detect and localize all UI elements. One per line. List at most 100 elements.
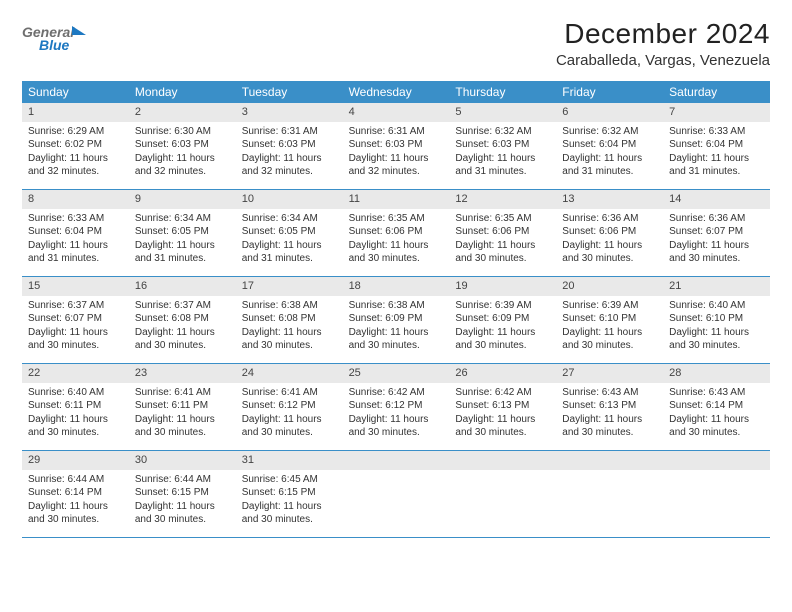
day-number: 26 [449,364,556,383]
calendar-week: 1Sunrise: 6:29 AMSunset: 6:02 PMDaylight… [22,103,770,190]
day-number [663,451,770,470]
day-number: 5 [449,103,556,122]
daylight-text: Daylight: 11 hours and 30 minutes. [135,500,230,527]
day-number: 12 [449,190,556,209]
sunset-text: Sunset: 6:14 PM [669,399,764,413]
sunset-text: Sunset: 6:06 PM [349,225,444,239]
daylight-text: Daylight: 11 hours and 32 minutes. [242,152,337,179]
brand-logo: General Blue [22,18,132,66]
header: General Blue December 2024 Caraballeda, … [22,18,770,69]
day-number: 15 [22,277,129,296]
day-number: 23 [129,364,236,383]
weekday-header-friday: Friday [556,81,663,103]
day-info: Sunrise: 6:37 AMSunset: 6:07 PMDaylight:… [22,296,129,357]
weekday-header-wednesday: Wednesday [343,81,450,103]
day-info: Sunrise: 6:44 AMSunset: 6:15 PMDaylight:… [129,470,236,531]
calendar-day-19: 19Sunrise: 6:39 AMSunset: 6:09 PMDayligh… [449,277,556,363]
sunset-text: Sunset: 6:08 PM [242,312,337,326]
sunset-text: Sunset: 6:10 PM [669,312,764,326]
daylight-text: Daylight: 11 hours and 30 minutes. [455,239,550,266]
sunrise-text: Sunrise: 6:42 AM [349,386,444,400]
sunrise-text: Sunrise: 6:36 AM [669,212,764,226]
daylight-text: Daylight: 11 hours and 30 minutes. [242,326,337,353]
sunset-text: Sunset: 6:13 PM [562,399,657,413]
weekday-header-monday: Monday [129,81,236,103]
daylight-text: Daylight: 11 hours and 31 minutes. [135,239,230,266]
sunrise-text: Sunrise: 6:38 AM [242,299,337,313]
day-info: Sunrise: 6:43 AMSunset: 6:13 PMDaylight:… [556,383,663,444]
calendar-day-15: 15Sunrise: 6:37 AMSunset: 6:07 PMDayligh… [22,277,129,363]
daylight-text: Daylight: 11 hours and 30 minutes. [455,413,550,440]
sunset-text: Sunset: 6:12 PM [349,399,444,413]
sunrise-text: Sunrise: 6:40 AM [28,386,123,400]
location-text: Caraballeda, Vargas, Venezuela [556,52,770,69]
daylight-text: Daylight: 11 hours and 30 minutes. [669,326,764,353]
day-info: Sunrise: 6:39 AMSunset: 6:09 PMDaylight:… [449,296,556,357]
day-info: Sunrise: 6:38 AMSunset: 6:09 PMDaylight:… [343,296,450,357]
sunrise-text: Sunrise: 6:45 AM [242,473,337,487]
calendar-day-empty [663,451,770,537]
daylight-text: Daylight: 11 hours and 30 minutes. [562,413,657,440]
calendar-day-10: 10Sunrise: 6:34 AMSunset: 6:05 PMDayligh… [236,190,343,276]
calendar-day-20: 20Sunrise: 6:39 AMSunset: 6:10 PMDayligh… [556,277,663,363]
day-info: Sunrise: 6:32 AMSunset: 6:03 PMDaylight:… [449,122,556,183]
calendar-day-14: 14Sunrise: 6:36 AMSunset: 6:07 PMDayligh… [663,190,770,276]
sunset-text: Sunset: 6:03 PM [455,138,550,152]
sunset-text: Sunset: 6:14 PM [28,486,123,500]
weekday-header-sunday: Sunday [22,81,129,103]
day-number: 29 [22,451,129,470]
daylight-text: Daylight: 11 hours and 30 minutes. [669,413,764,440]
day-number: 19 [449,277,556,296]
sunrise-text: Sunrise: 6:37 AM [135,299,230,313]
daylight-text: Daylight: 11 hours and 32 minutes. [349,152,444,179]
day-info: Sunrise: 6:40 AMSunset: 6:11 PMDaylight:… [22,383,129,444]
day-number: 21 [663,277,770,296]
sunset-text: Sunset: 6:10 PM [562,312,657,326]
day-number: 8 [22,190,129,209]
day-number: 25 [343,364,450,383]
calendar-day-4: 4Sunrise: 6:31 AMSunset: 6:03 PMDaylight… [343,103,450,189]
sunrise-text: Sunrise: 6:30 AM [135,125,230,139]
day-info: Sunrise: 6:31 AMSunset: 6:03 PMDaylight:… [236,122,343,183]
calendar-day-18: 18Sunrise: 6:38 AMSunset: 6:09 PMDayligh… [343,277,450,363]
svg-text:Blue: Blue [39,37,70,53]
day-info: Sunrise: 6:36 AMSunset: 6:07 PMDaylight:… [663,209,770,270]
daylight-text: Daylight: 11 hours and 30 minutes. [562,239,657,266]
sunrise-text: Sunrise: 6:35 AM [349,212,444,226]
sunset-text: Sunset: 6:09 PM [349,312,444,326]
sunset-text: Sunset: 6:09 PM [455,312,550,326]
daylight-text: Daylight: 11 hours and 30 minutes. [135,413,230,440]
day-number: 28 [663,364,770,383]
calendar-day-9: 9Sunrise: 6:34 AMSunset: 6:05 PMDaylight… [129,190,236,276]
sunrise-text: Sunrise: 6:43 AM [562,386,657,400]
day-number [343,451,450,470]
sunset-text: Sunset: 6:08 PM [135,312,230,326]
daylight-text: Daylight: 11 hours and 30 minutes. [455,326,550,353]
calendar-day-3: 3Sunrise: 6:31 AMSunset: 6:03 PMDaylight… [236,103,343,189]
daylight-text: Daylight: 11 hours and 30 minutes. [349,239,444,266]
daylight-text: Daylight: 11 hours and 30 minutes. [28,413,123,440]
sunrise-text: Sunrise: 6:32 AM [455,125,550,139]
sunrise-text: Sunrise: 6:33 AM [28,212,123,226]
day-number: 16 [129,277,236,296]
sunrise-text: Sunrise: 6:36 AM [562,212,657,226]
calendar-day-empty [556,451,663,537]
calendar-day-31: 31Sunrise: 6:45 AMSunset: 6:15 PMDayligh… [236,451,343,537]
day-info: Sunrise: 6:41 AMSunset: 6:12 PMDaylight:… [236,383,343,444]
day-number: 9 [129,190,236,209]
calendar-day-1: 1Sunrise: 6:29 AMSunset: 6:02 PMDaylight… [22,103,129,189]
day-info: Sunrise: 6:36 AMSunset: 6:06 PMDaylight:… [556,209,663,270]
day-number: 17 [236,277,343,296]
weekday-header-tuesday: Tuesday [236,81,343,103]
sunrise-text: Sunrise: 6:41 AM [242,386,337,400]
calendar-day-25: 25Sunrise: 6:42 AMSunset: 6:12 PMDayligh… [343,364,450,450]
sunset-text: Sunset: 6:02 PM [28,138,123,152]
day-info: Sunrise: 6:39 AMSunset: 6:10 PMDaylight:… [556,296,663,357]
day-info: Sunrise: 6:44 AMSunset: 6:14 PMDaylight:… [22,470,129,531]
calendar-day-6: 6Sunrise: 6:32 AMSunset: 6:04 PMDaylight… [556,103,663,189]
day-info: Sunrise: 6:42 AMSunset: 6:13 PMDaylight:… [449,383,556,444]
day-info: Sunrise: 6:30 AMSunset: 6:03 PMDaylight:… [129,122,236,183]
day-number: 4 [343,103,450,122]
day-info: Sunrise: 6:33 AMSunset: 6:04 PMDaylight:… [663,122,770,183]
sunrise-text: Sunrise: 6:32 AM [562,125,657,139]
